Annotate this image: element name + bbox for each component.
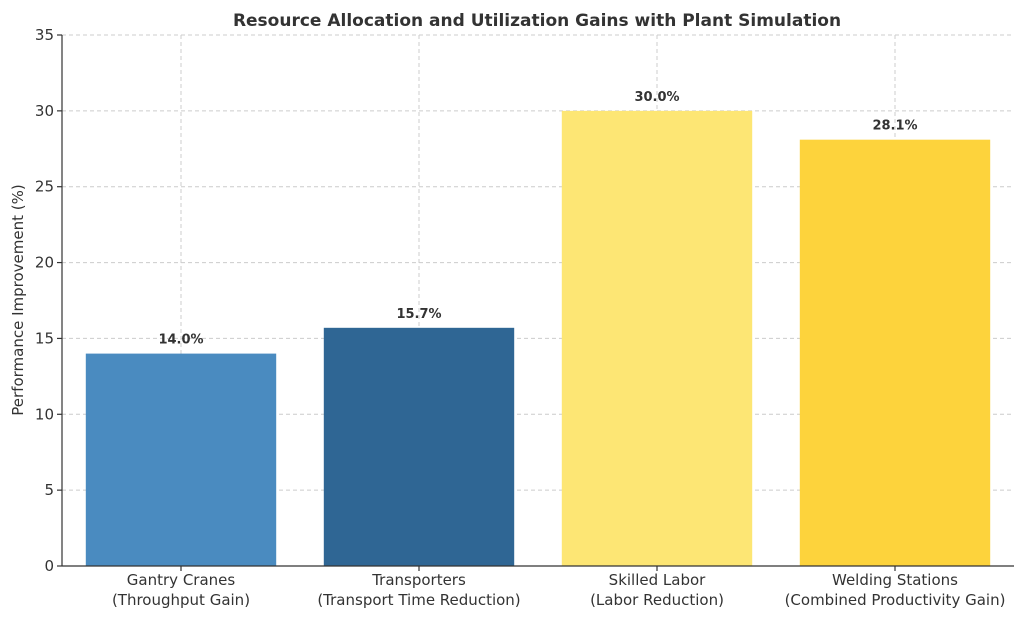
y-tick-label: 0 (44, 557, 54, 575)
bar (799, 139, 991, 566)
axes-layer (57, 34, 1014, 571)
y-tick-label: 25 (35, 178, 54, 196)
chart-title: Resource Allocation and Utilization Gain… (233, 11, 841, 31)
x-tick-label: (Combined Productivity Gain) (785, 591, 1006, 609)
data-label: 30.0% (634, 90, 679, 105)
x-tick-label: (Throughput Gain) (112, 591, 250, 609)
labels-layer: 0 5 10 15 20 25 30 35 14.0% Gantry Cranes (Through… (35, 26, 1006, 609)
data-label: 15.7% (396, 307, 441, 322)
y-tick-label: 10 (35, 405, 54, 423)
y-tick-label: 30 (35, 102, 54, 120)
data-label: 14.0% (158, 333, 203, 348)
bar (85, 353, 277, 566)
y-tick-label: 5 (44, 481, 54, 499)
y-tick-label: 20 (35, 254, 54, 272)
y-axis-label: Performance Improvement (%) (9, 184, 27, 415)
x-tick-label: Welding Stations (832, 571, 958, 589)
x-tick-label: (Labor Reduction) (590, 591, 724, 609)
bar (323, 327, 515, 566)
x-tick-label: Gantry Cranes (127, 571, 236, 589)
y-tick-label: 35 (35, 26, 54, 44)
bar (561, 110, 753, 566)
x-tick-label: Skilled Labor (609, 571, 706, 589)
data-label: 28.1% (872, 119, 917, 134)
bars-layer (85, 110, 991, 566)
x-tick-label: Transporters (371, 571, 466, 589)
y-tick-label: 15 (35, 329, 54, 347)
x-tick-label: (Transport Time Reduction) (317, 591, 520, 609)
